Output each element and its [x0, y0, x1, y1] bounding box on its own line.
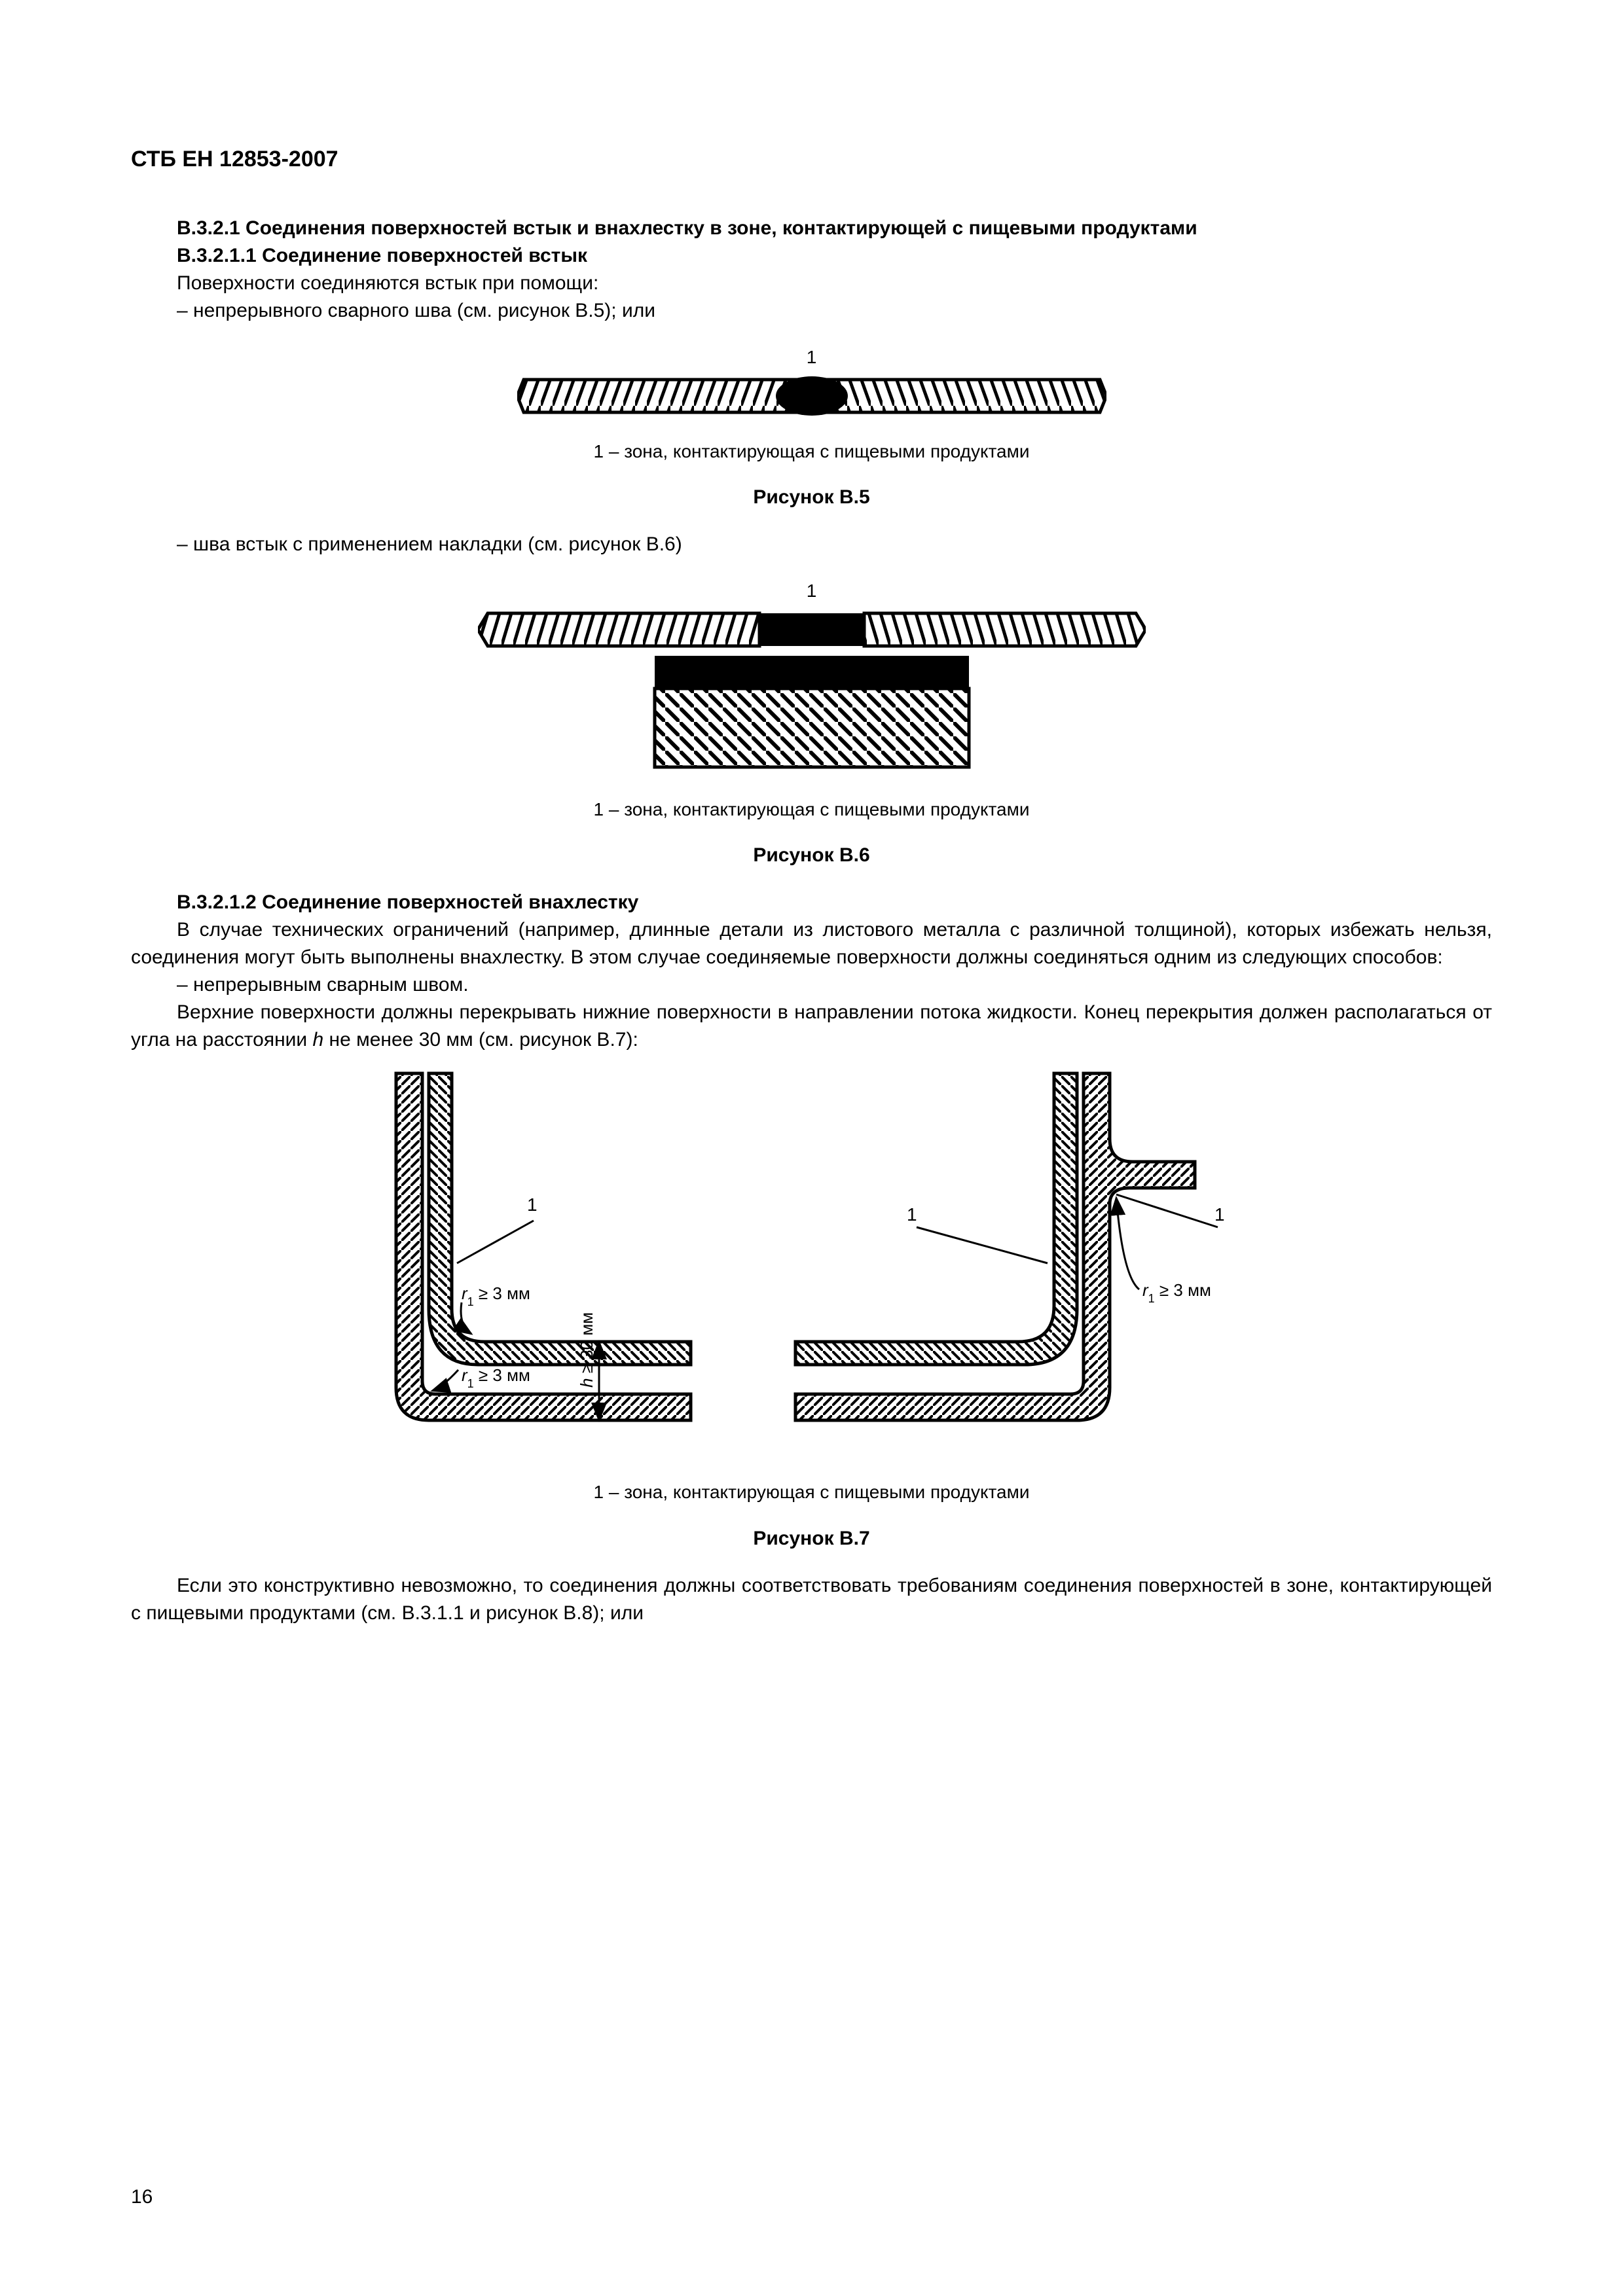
para-bullet1: – непрерывного сварного шва (см. рисунок…: [131, 297, 1492, 325]
figure-b5-toplabel: 1: [131, 344, 1492, 370]
para-intro: Поверхности соединяются встык при помощи…: [131, 270, 1492, 297]
fig7-label-1-left: 1: [527, 1194, 538, 1215]
figure-b6-svg: [478, 607, 1146, 777]
para-overlap-intro: В случае технических ограничений (наприм…: [131, 916, 1492, 971]
figure-b6: 1: [131, 578, 1492, 777]
para-bullet2: – шва встык с применением накладки (см. …: [131, 531, 1492, 558]
heading-b3211: В.3.2.1.1 Соединение поверхностей встык: [131, 242, 1492, 270]
heading-b3212: В.3.2.1.2 Соединение поверхностей внахле…: [131, 889, 1492, 916]
figure-b5-caption: Рисунок В.5: [131, 484, 1492, 511]
figure-b5-legend: 1 – зона, контактирующая с пищевыми прод…: [131, 439, 1492, 464]
figure-b7-caption: Рисунок В.7: [131, 1525, 1492, 1552]
para-overlap-bullet: – непрерывным сварным швом.: [131, 971, 1492, 999]
figure-b5-svg: [517, 373, 1106, 419]
svg-text:r1 ≥ 3 мм: r1 ≥ 3 мм: [1142, 1280, 1211, 1305]
svg-text:r1 ≥ 3 мм: r1 ≥ 3 мм: [462, 1283, 530, 1308]
heading-b321: В.3.2.1 Соединения поверхностей встык и …: [131, 215, 1492, 242]
figure-b7-svg: 1 r1 ≥ 3 мм r1 ≥ 3 мм h ≥ 30 мм: [337, 1067, 1286, 1460]
fig7-label-1-mid: 1: [907, 1204, 917, 1225]
fig7-label-1-right: 1: [1214, 1204, 1225, 1225]
para-overlap-detail: Верхние поверхности должны перекрывать н…: [131, 999, 1492, 1054]
page-number: 16: [131, 2183, 153, 2211]
figure-b6-legend: 1 – зона, контактирующая с пищевыми прод…: [131, 797, 1492, 822]
figure-b6-toplabel: 1: [131, 578, 1492, 603]
para-final: Если это конструктивно невозможно, то со…: [131, 1572, 1492, 1627]
figure-b6-caption: Рисунок В.6: [131, 842, 1492, 869]
figure-b7-legend: 1 – зона, контактирующая с пищевыми прод…: [131, 1479, 1492, 1505]
figure-b7: 1 r1 ≥ 3 мм r1 ≥ 3 мм h ≥ 30 мм: [131, 1067, 1492, 1460]
document-header: СТБ ЕН 12853-2007: [131, 144, 1492, 175]
svg-text:r1 ≥ 3 мм: r1 ≥ 3 мм: [462, 1365, 530, 1390]
svg-text:h ≥ 30 мм: h ≥ 30 мм: [577, 1312, 596, 1388]
figure-b5: 1: [131, 344, 1492, 419]
